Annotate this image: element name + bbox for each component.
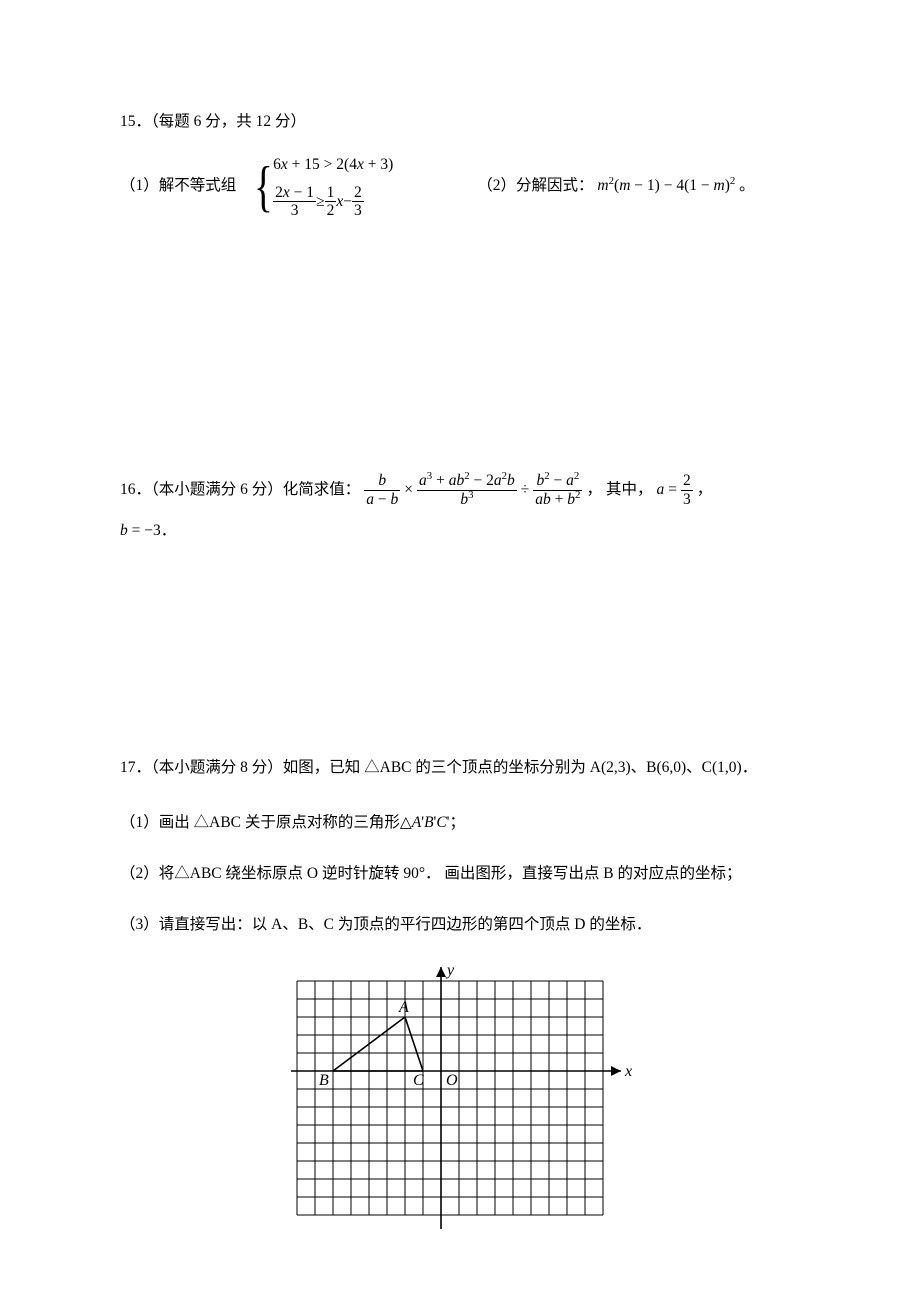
txt: ÷ — [521, 470, 530, 510]
frac: 2x − 1 3 — [273, 184, 316, 221]
txt: + 15 > 2 — [288, 156, 344, 173]
q17-p2: （2）将△ABC 绕坐标原点 O 逆时针旋转 90°． 画出图形，直接写出点 B… — [120, 862, 800, 887]
txt: ． — [161, 522, 177, 539]
q16-header: 16．（本小题满分 6 分）化简求值： — [120, 470, 360, 510]
txt: a — [419, 472, 427, 489]
problem-15: 15．（每题 6 分，共 12 分） （1）解不等式组 { 6x + 15 > … — [120, 110, 800, 220]
txt: 2 — [352, 184, 364, 202]
txt: 6 — [273, 156, 281, 173]
svg-text:A: A — [398, 999, 409, 1016]
txt: 2 — [681, 472, 693, 490]
txt: − 1 — [630, 177, 654, 194]
txt: 3 — [352, 202, 364, 220]
txt: ab — [535, 491, 551, 508]
txt: 2 — [575, 489, 580, 501]
svg-text:O: O — [446, 1072, 458, 1089]
txt: + 3 — [364, 156, 388, 173]
svg-text:C: C — [413, 1072, 424, 1089]
svg-text:B: B — [319, 1072, 329, 1089]
txt: x — [283, 184, 290, 201]
txt: ； — [449, 814, 465, 831]
txt: m — [714, 177, 725, 194]
txt: a — [566, 472, 574, 489]
txt: 1 − — [689, 177, 713, 194]
frac: b a − b — [364, 472, 400, 509]
frac: b2 − a2 ab + b2 — [533, 472, 582, 509]
txt: 2 — [275, 184, 283, 201]
q15-sys-line2: 2x − 1 3 ≥ 1 2 x − 2 3 — [273, 184, 393, 221]
frac: 2 3 — [681, 472, 693, 509]
q15-p1-label: （1）解不等式组 — [120, 174, 236, 199]
txt: b — [460, 491, 468, 508]
txt: 3 — [289, 202, 301, 220]
problem-15-body: （1）解不等式组 { 6x + 15 > 2(4x + 3) 2x − 1 3 … — [120, 153, 800, 220]
svg-text:x: x — [624, 1063, 632, 1080]
txt: ab — [449, 472, 465, 489]
txt: b — [567, 491, 575, 508]
q17-p3: （3）请直接写出：以 A、B、C 为顶点的平行四边形的第四个顶点 D 的坐标． — [120, 913, 800, 938]
coordinate-grid: A B C Ox y — [273, 963, 647, 1253]
txt: C — [436, 814, 446, 831]
frac: 1 2 — [325, 184, 337, 221]
txt: = — [668, 470, 677, 510]
txt: b — [376, 472, 388, 490]
txt: B — [424, 814, 433, 831]
left-brace-icon: { — [254, 159, 273, 215]
q15-p2-label: （2）分解因式： — [477, 177, 593, 194]
txt: 其中， — [606, 470, 653, 510]
q17-header: 17．（本小题满分 8 分）如图，已知 △ABC 的三个顶点的坐标分别为 A(2… — [120, 751, 800, 785]
txt: b — [391, 491, 399, 508]
txt: x — [357, 156, 364, 173]
problem-17: 17．（本小题满分 8 分）如图，已知 △ABC 的三个顶点的坐标分别为 A(2… — [120, 751, 800, 1253]
txt: + — [551, 491, 568, 508]
frac: 2 3 — [352, 184, 364, 221]
txt: 4 — [349, 156, 357, 173]
txt: 1 — [325, 184, 337, 202]
txt: ， — [697, 470, 713, 510]
txt: − 2 — [470, 472, 494, 489]
txt: △ — [400, 814, 412, 831]
txt: x — [336, 190, 343, 215]
txt: a — [657, 470, 665, 510]
txt: A — [412, 814, 421, 831]
q17-p1: （1）画出 △ABC 关于原点对称的三角形△A'B'C'； — [120, 811, 800, 836]
txt: + — [432, 472, 449, 489]
txt: m — [619, 177, 630, 194]
txt: （1）画出 △ABC 关于原点对称的三角形 — [120, 814, 400, 831]
frac: a3 + ab2 − 2a2b b3 — [417, 472, 517, 509]
problem-15-header: 15．（每题 6 分，共 12 分） — [120, 110, 800, 135]
txt: x — [281, 156, 288, 173]
txt: 3 — [468, 489, 473, 501]
txt: b — [120, 522, 128, 539]
txt: − — [374, 491, 391, 508]
txt: b — [507, 472, 515, 489]
txt: − 4 — [660, 177, 684, 194]
txt: a — [494, 472, 502, 489]
txt: − — [343, 190, 352, 215]
txt: 。 — [739, 177, 755, 194]
q15-system: { 6x + 15 > 2(4x + 3) 2x − 1 3 ≥ 1 2 — [250, 153, 393, 220]
txt: = −3 — [128, 522, 161, 539]
txt: 3 — [681, 491, 693, 509]
txt: a — [366, 491, 374, 508]
svg-text:y: y — [445, 963, 455, 979]
txt: − 1 — [290, 184, 314, 201]
txt: ， — [586, 470, 602, 510]
q15-p2: （2）分解因式： m2(m − 1) − 4(1 − m)2 。 — [477, 174, 754, 199]
txt: m — [597, 177, 608, 194]
txt: ) — [388, 156, 393, 173]
txt: ≥ — [316, 190, 325, 215]
q15-sys-line1: 6x + 15 > 2(4x + 3) — [273, 153, 393, 178]
txt: 2 — [730, 175, 735, 187]
txt: − — [550, 472, 567, 489]
q17-figure: A B C Ox y — [120, 963, 800, 1253]
problem-16: 16．（本小题满分 6 分）化简求值： b a − b × a3 + ab2 −… — [120, 470, 800, 551]
txt: × — [404, 470, 413, 510]
txt: 2 — [574, 470, 579, 482]
txt: 2 — [325, 202, 337, 220]
